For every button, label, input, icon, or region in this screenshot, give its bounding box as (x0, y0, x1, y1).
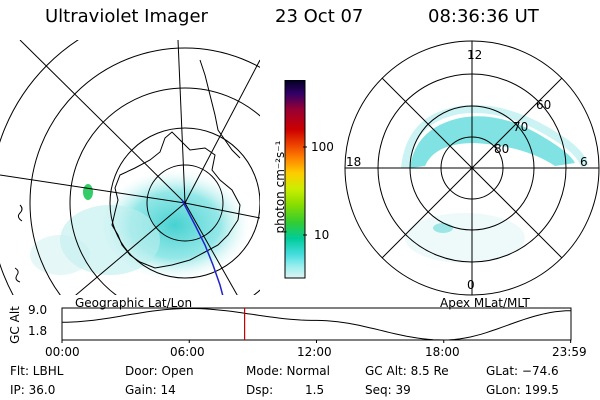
door-label: Door: Open (125, 364, 194, 378)
glon-label: GLon: 199.5 (486, 383, 559, 397)
geographic-grid (0, 40, 260, 295)
app-title: Ultraviolet Imager (45, 6, 208, 27)
colorbar-tick-100: 100 (311, 140, 334, 154)
date-label: 23 Oct 07 (275, 6, 364, 27)
timeline-ytick-bottom: 1.8 (28, 324, 48, 338)
ip-label: IP: 36.0 (10, 383, 56, 397)
timeline-xtick-4: 23:59 (552, 345, 587, 359)
glat-label: GLat: −74.6 (486, 364, 559, 378)
timeline-ytick-top: 9.0 (28, 303, 48, 317)
filter-label: Flt: LBHL (10, 364, 64, 378)
magnetic-grid (344, 40, 600, 296)
mlat-label-60: 60 (536, 98, 552, 112)
mlat-label-70: 70 (513, 120, 529, 134)
dsp-label: Dsp: (246, 383, 274, 397)
timeline-ylabel: GC Alt (8, 306, 22, 344)
mode-label: Mode: Normal (246, 364, 330, 378)
time-label: 08:36:36 UT (428, 6, 539, 27)
magnetic-map-label: Apex MLat/MLT (440, 296, 530, 310)
seq-label: Seq: 39 (365, 383, 411, 397)
mlt-label-18: 18 (346, 155, 362, 169)
aurora-oval (410, 116, 575, 168)
altitude-timeline (61, 307, 572, 343)
colorbar-tick-10: 10 (314, 228, 330, 242)
timeline-xtick-0: 00:00 (45, 345, 80, 359)
mlt-label-0: 0 (467, 278, 475, 292)
timeline-x-ticks (61, 340, 572, 343)
geographic-map-label: Geographic Lat/Lon (75, 296, 193, 310)
colorbar-unit-label: photon cm⁻²s⁻¹ (273, 140, 287, 234)
timeline-xtick-3: 18:00 (425, 345, 460, 359)
magnetic-map (344, 40, 600, 296)
coastline (111, 131, 241, 269)
mlat-label-80: 80 (494, 142, 510, 156)
timeline-xtick-2: 12:00 (297, 345, 332, 359)
satellite-track (181, 199, 224, 295)
gcalt-label: GC Alt: 8.5 Re (365, 364, 449, 378)
dsp-value: 1.5 (305, 383, 325, 397)
altitude-curve (62, 307, 572, 341)
timeline-xtick-1: 06:00 (170, 345, 205, 359)
colorbar (284, 80, 307, 279)
mlt-label-12: 12 (467, 48, 483, 62)
geographic-map (0, 40, 260, 295)
gain-label: Gain: 14 (125, 383, 176, 397)
mlt-label-6: 6 (580, 155, 588, 169)
